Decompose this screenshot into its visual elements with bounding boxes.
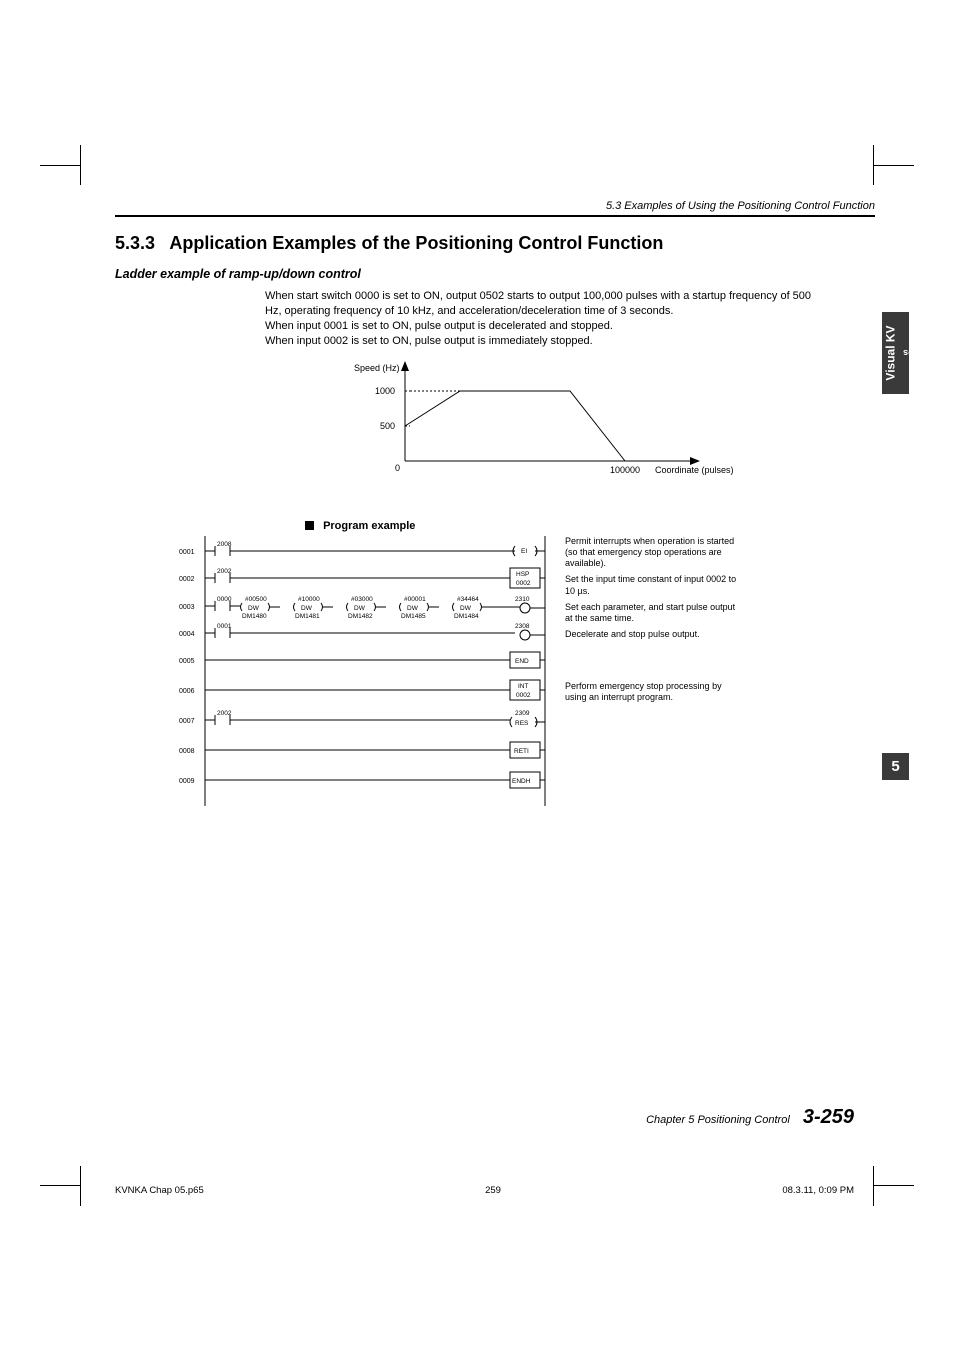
- svg-text:DM1485: DM1485: [401, 613, 426, 620]
- svg-text:#10000: #10000: [298, 596, 320, 603]
- anno-5: Perform emergency stop processing by usi…: [565, 681, 745, 704]
- speed-chart: Speed (Hz) 1000 500 0 100000 Coordinate …: [335, 361, 875, 496]
- side-tab: Visual KV Series: [882, 312, 909, 394]
- svg-text:EI: EI: [521, 548, 527, 555]
- program-head: Program example: [305, 520, 875, 532]
- footer: Chapter 5 Positioning Control 3-259: [646, 1106, 854, 1129]
- footer-chapter: Chapter 5 Positioning Control: [646, 1114, 790, 1126]
- section-title-text: Application Examples of the Positioning …: [169, 233, 663, 253]
- y-label: Speed (Hz): [354, 363, 400, 373]
- anno-2: Set the input time constant of input 000…: [565, 574, 745, 597]
- para1: When start switch 0000 is set to ON, out…: [265, 290, 811, 317]
- para3: When input 0002 is set to ON, pulse outp…: [265, 335, 593, 347]
- svg-text:HSP: HSP: [516, 571, 529, 578]
- program-head-text: Program example: [323, 520, 415, 532]
- subhead: Ladder example of ramp-up/down control: [115, 267, 875, 281]
- svg-text:2310: 2310: [515, 596, 530, 603]
- svg-text:DM1484: DM1484: [454, 613, 479, 620]
- x-end: 100000: [610, 465, 640, 475]
- svg-text:2308: 2308: [515, 623, 530, 630]
- svg-text:RETI: RETI: [514, 748, 529, 755]
- svg-text:2309: 2309: [515, 710, 530, 717]
- para2: When input 0001 is set to ON, pulse outp…: [265, 320, 613, 332]
- svg-text:DW: DW: [301, 605, 313, 612]
- anno-3: Set each parameter, and start pulse outp…: [565, 602, 745, 625]
- svg-text:0009: 0009: [179, 778, 195, 785]
- svg-text:DW: DW: [354, 605, 366, 612]
- ladder-diagram: 0001 2008 EI 0002 2002 HSP 0002: [175, 536, 555, 806]
- svg-text:0006: 0006: [179, 688, 195, 695]
- svg-text:0002: 0002: [516, 580, 531, 587]
- svg-text:DM1481: DM1481: [295, 613, 320, 620]
- svg-text:0007: 0007: [179, 718, 195, 725]
- svg-text:0005: 0005: [179, 658, 195, 665]
- page-content: 5.3 Examples of Using the Positioning Co…: [115, 200, 875, 806]
- ladder-annotations: Permit interrupts when operation is star…: [565, 536, 745, 806]
- svg-text:ENDH: ENDH: [512, 778, 531, 785]
- svg-text:0004: 0004: [179, 631, 195, 638]
- anno-4: Decelerate and stop pulse output.: [565, 629, 745, 640]
- svg-text:0008: 0008: [179, 748, 195, 755]
- svg-text:#03000: #03000: [351, 596, 373, 603]
- print-meta: KVNKA Chap 05.p65 259 08.3.11, 0:09 PM: [115, 1185, 854, 1196]
- svg-text:DM1480: DM1480: [242, 613, 267, 620]
- body-text: When start switch 0000 is set to ON, out…: [265, 289, 825, 348]
- square-bullet-icon: [305, 521, 314, 530]
- running-head: 5.3 Examples of Using the Positioning Co…: [115, 200, 875, 217]
- svg-text:DW: DW: [407, 605, 419, 612]
- svg-text:DW: DW: [460, 605, 472, 612]
- svg-text:#00500: #00500: [245, 596, 267, 603]
- section-number: 5.3.3: [115, 233, 155, 253]
- ytick-500: 500: [380, 421, 395, 431]
- side-tab-sub: Series: [875, 348, 930, 358]
- svg-text:0003: 0003: [179, 604, 195, 611]
- svg-text:0001: 0001: [179, 549, 195, 556]
- svg-text:END: END: [515, 658, 529, 665]
- svg-text:DW: DW: [248, 605, 260, 612]
- print-file: KVNKA Chap 05.p65: [115, 1185, 204, 1196]
- svg-text:#34464: #34464: [457, 596, 479, 603]
- svg-text:0002: 0002: [179, 576, 195, 583]
- svg-text:#00001: #00001: [404, 596, 426, 603]
- chapter-tab: 5: [882, 753, 909, 780]
- anno-1: Permit interrupts when operation is star…: [565, 536, 745, 570]
- ytick-1000: 1000: [375, 386, 395, 396]
- section-title: 5.3.3 Application Examples of the Positi…: [115, 231, 875, 255]
- svg-text:RES: RES: [515, 720, 529, 727]
- print-page: 259: [485, 1185, 501, 1196]
- svg-text:0002: 0002: [516, 692, 531, 699]
- ytick-0: 0: [395, 463, 400, 473]
- footer-page: 3-259: [803, 1106, 854, 1128]
- chart-svg: Speed (Hz) 1000 500 0 100000 Coordinate …: [335, 361, 775, 491]
- svg-text:DM1482: DM1482: [348, 613, 373, 620]
- svg-text:INT: INT: [518, 683, 529, 690]
- print-time: 08.3.11, 0:09 PM: [782, 1185, 854, 1196]
- x-label: Coordinate (pulses): [655, 465, 734, 475]
